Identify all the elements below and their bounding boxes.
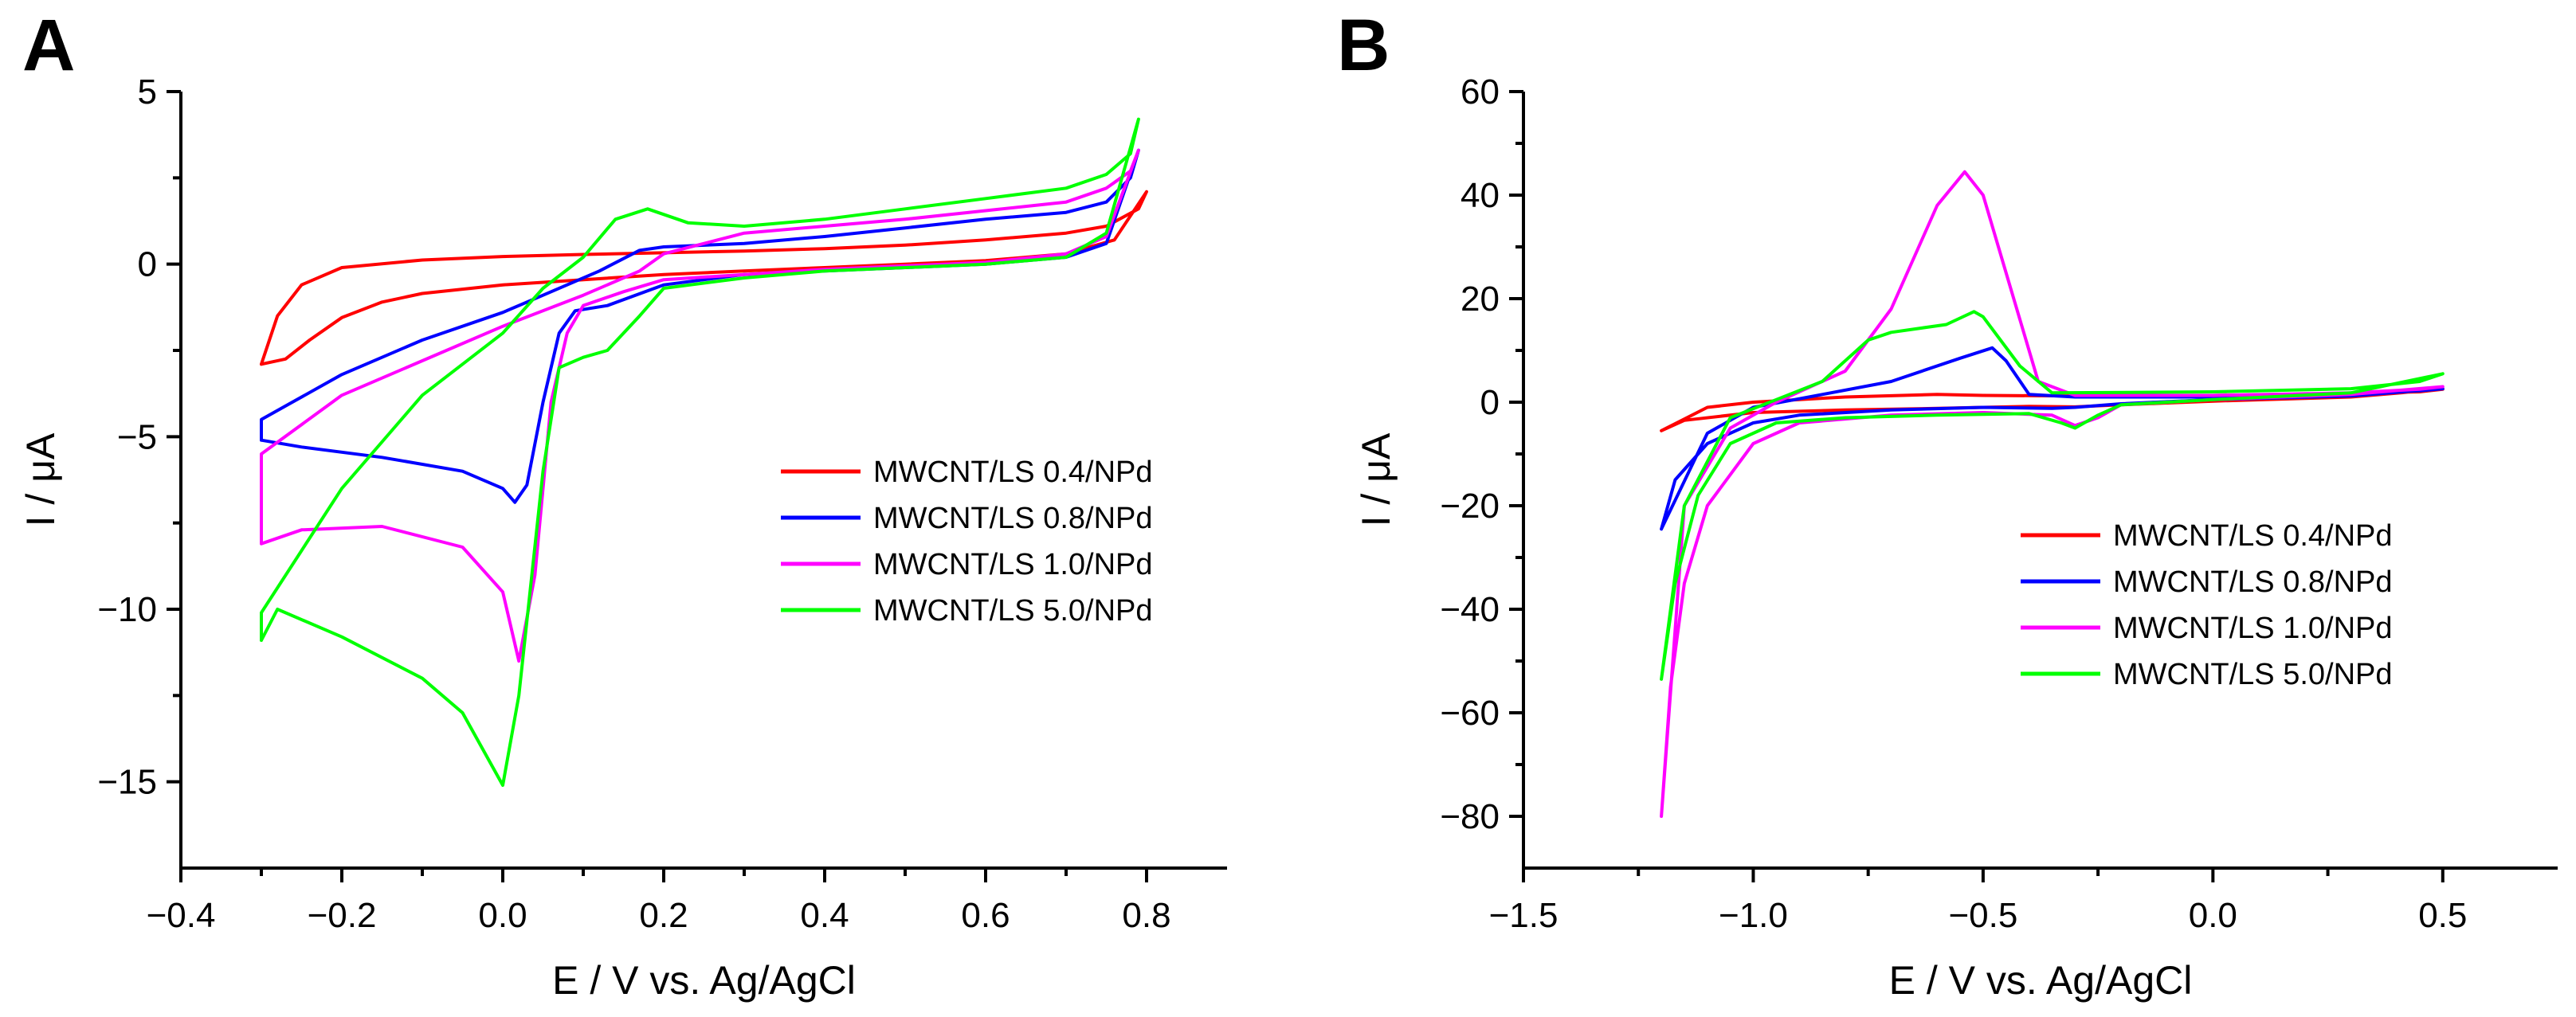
chart-a-y-axis-label: I / μA [18,432,63,526]
chart-a-y-tick-label: −5 [117,417,157,456]
chart-b-x-tick-label: 0.5 [2418,896,2467,935]
chart-a-x-tick-label: 0.0 [478,896,527,935]
chart-b-legend: MWCNT/LS 0.4/NPd MWCNT/LS 0.8/NPd MWCNT/LS… [2021,519,2393,691]
chart-b-series-line-3 [1660,170,2445,818]
chart-b-x-tick-label: −1.5 [1489,896,1559,935]
chart-a-legend-label-3: MWCNT/LS 1.0/NPd [873,548,1153,581]
chart-a-series-line-3 [260,148,1140,663]
chart-a-y-tick-label: −15 [97,763,157,802]
chart-a-series-line-1 [260,190,1148,366]
chart-b-y-tick-label: −40 [1440,590,1500,629]
chart-a-x-tick-label: 0.2 [639,896,688,935]
chart-a-legend: MWCNT/LS 0.4/NPd MWCNT/LS 0.8/NPd MWCNT/LS… [781,456,1153,628]
chart-a-series-line-4 [260,117,1140,787]
chart-b-series-line-2 [1660,346,2445,531]
chart-a-x-tick-label: 0.8 [1122,896,1170,935]
chart-b-y-tick-label: 20 [1461,280,1500,319]
chart-b-x-tick-label: −1.0 [1719,896,1788,935]
chart-b-legend-label-1: MWCNT/LS 0.4/NPd [2113,519,2393,553]
chart-a-legend-label-1: MWCNT/LS 0.4/NPd [873,456,1153,489]
chart-a-legend-label-4: MWCNT/LS 5.0/NPd [873,594,1153,628]
chart-b-y-tick-label: −20 [1440,487,1500,526]
chart-b-legend-label-2: MWCNT/LS 0.8/NPd [2113,565,2393,599]
chart-b-series-line-4 [1660,310,2445,681]
chart-b-legend-label-3: MWCNT/LS 1.0/NPd [2113,612,2393,645]
chart-a-series-line-2 [260,148,1140,504]
chart-a-legend-label-2: MWCNT/LS 0.8/NPd [873,502,1153,535]
chart-a-x-tick-label: 0.4 [800,896,849,935]
chart-b-y-tick-label: 0 [1480,383,1500,422]
chart-b-y-tick-label: 40 [1461,176,1500,215]
panel-a-label: A [22,5,75,86]
chart-a-y-tick-label: −10 [97,590,157,629]
chart-panel-a: −0.4 −0.2 0.0 0.2 0.4 0.6 0.8 5 0 −5 −10 −15 E / V v… [18,72,1227,1003]
chart-a-x-tick-label: −0.2 [308,896,377,935]
chart-a-y-tick-label: 5 [138,72,157,111]
chart-b-x-tick-label: −0.5 [1948,896,2017,935]
chart-b-y-tick-label: −80 [1440,797,1500,836]
chart-b-x-tick-label: 0.0 [2189,896,2237,935]
chart-a-x-tick-label: 0.6 [961,896,1010,935]
chart-b-y-axis-label: I / μA [1354,432,1398,526]
chart-panel-b: −1.5 −1.0 −0.5 0.0 0.5 60 40 20 0 −20 −40 −60 −80 E /… [1354,72,2558,1003]
chart-a-x-tick-label: −0.4 [147,896,216,935]
chart-a-x-axis-label: E / V vs. Ag/AgCl [552,958,856,1003]
chart-a-y-tick-label: 0 [138,245,157,284]
chart-b-legend-label-4: MWCNT/LS 5.0/NPd [2113,658,2393,691]
chart-b-y-tick-label: 60 [1461,72,1500,111]
chart-b-x-axis-label: E / V vs. Ag/AgCl [1889,958,2193,1003]
panel-b-label: B [1337,5,1390,86]
chart-b-y-tick-label: −60 [1440,694,1500,733]
